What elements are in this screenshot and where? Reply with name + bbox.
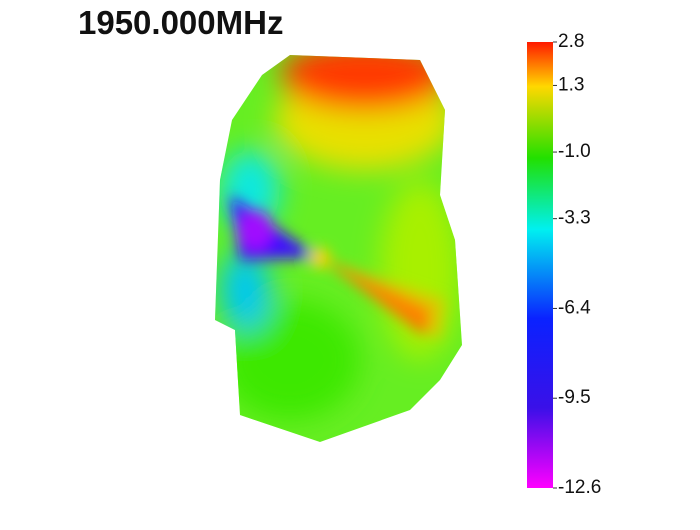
title: 1950.000MHz xyxy=(78,4,283,41)
pattern-3d xyxy=(215,55,462,442)
tick-label: -6.4 xyxy=(558,297,591,318)
tick-label: -12.6 xyxy=(558,477,601,498)
tick-label: -1.0 xyxy=(558,141,591,162)
tick-label: 2.8 xyxy=(558,31,584,52)
tick-label: -3.3 xyxy=(558,208,591,229)
colorbar xyxy=(527,42,553,488)
tick-label: 1.3 xyxy=(558,74,584,95)
tick-label: -9.5 xyxy=(558,387,591,408)
